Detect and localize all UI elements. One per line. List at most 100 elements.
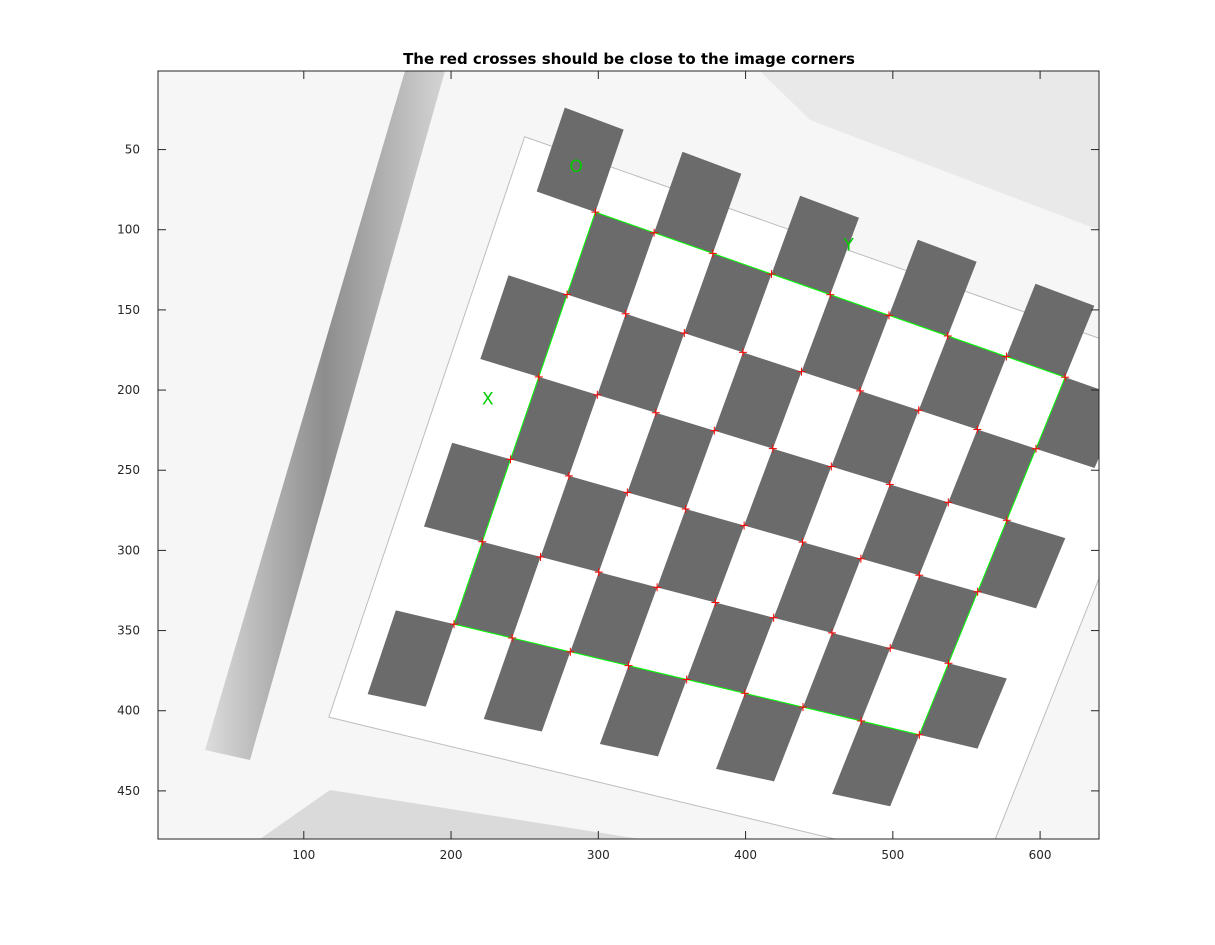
corner-cross	[827, 462, 836, 471]
corner-crosses	[449, 208, 1070, 739]
dark-square	[832, 720, 920, 807]
corner-cross	[767, 270, 776, 279]
x-tick-label: 200	[440, 848, 463, 862]
corner-cross	[621, 309, 630, 318]
corner-cross	[653, 583, 662, 592]
corner-cross	[884, 311, 893, 320]
corner-cross	[591, 208, 600, 217]
corner-cross	[1031, 444, 1040, 453]
corner-cross	[826, 290, 835, 299]
dark-square	[977, 520, 1066, 609]
dark-square	[716, 693, 804, 782]
corner-cross	[566, 647, 575, 656]
corner-cross	[478, 537, 487, 546]
corner-cross	[681, 504, 690, 513]
x-tick-label: 500	[881, 848, 904, 862]
dark-square	[570, 572, 658, 666]
dark-square	[1006, 283, 1095, 378]
corner-cross	[856, 554, 865, 563]
dark-square	[801, 294, 889, 391]
corner-cross	[651, 408, 660, 417]
dark-square	[540, 475, 628, 573]
dark-square	[654, 151, 742, 254]
corner-cross	[534, 372, 543, 381]
x-tick-label: 300	[587, 848, 610, 862]
y-tick-label: 50	[125, 143, 140, 157]
axis-annotations: O Y X	[482, 157, 854, 409]
corner-cross	[915, 730, 924, 739]
corner-cross	[797, 367, 806, 376]
dark-square	[599, 665, 687, 757]
corner-cross	[624, 661, 633, 670]
board-top-shadow	[760, 71, 1099, 230]
corner-cross	[680, 329, 689, 338]
y-axis: 50 100 150 200 250 300 350 400 450	[117, 143, 1099, 798]
dark-square	[567, 212, 655, 314]
checkerboard-squares	[367, 107, 1099, 807]
dark-square	[773, 542, 861, 633]
dark-square	[627, 412, 715, 509]
dark-square	[890, 575, 978, 664]
corner-cross	[1002, 516, 1011, 525]
corner-cross	[740, 521, 749, 530]
corner-cross	[856, 386, 865, 395]
annotation-o: O	[570, 157, 583, 177]
dark-square	[948, 429, 1036, 521]
corner-cross	[1002, 352, 1011, 361]
y-tick-label: 450	[117, 784, 140, 798]
annotation-x: X	[482, 389, 494, 409]
corner-cross	[536, 552, 545, 561]
annotation-y: Y	[842, 236, 854, 256]
corner-cross	[1061, 373, 1070, 382]
corner-cross	[768, 444, 777, 453]
dark-square	[597, 313, 685, 413]
y-tick-label: 400	[117, 704, 140, 718]
board-bottom-shadow	[260, 790, 640, 839]
corner-cross	[798, 538, 807, 547]
dark-square	[480, 275, 568, 377]
corner-cross	[593, 390, 602, 399]
corner-cross	[740, 689, 749, 698]
dark-square	[744, 448, 832, 543]
y-tick-label: 250	[117, 463, 140, 477]
dark-square	[860, 484, 949, 576]
dark-square	[684, 253, 772, 353]
corner-cross	[799, 703, 808, 712]
corner-cross	[944, 659, 953, 668]
corner-cross	[623, 488, 632, 497]
corner-cross	[973, 425, 982, 434]
dark-square	[483, 637, 571, 732]
corner-cross	[915, 571, 924, 580]
corner-cross	[886, 644, 895, 653]
corner-cross	[711, 598, 720, 607]
corner-cross	[710, 426, 719, 435]
dark-square	[918, 335, 1007, 430]
axes-box	[157, 70, 1100, 840]
dark-square	[686, 602, 774, 694]
corner-cross	[594, 568, 603, 577]
corner-cross	[508, 633, 517, 642]
dark-square	[888, 239, 977, 336]
corner-cross	[564, 471, 573, 480]
dark-square	[714, 352, 802, 449]
y-tick-label: 100	[117, 223, 140, 237]
board-edge-shadow	[205, 71, 445, 760]
corner-cross	[506, 455, 515, 464]
corner-cross	[708, 249, 717, 258]
corner-cross	[769, 613, 778, 622]
corner-cross	[857, 716, 866, 725]
y-tick-label: 150	[117, 303, 140, 317]
corner-cross	[563, 290, 572, 299]
y-tick-label: 300	[117, 543, 140, 557]
x-tick-label: 400	[734, 848, 757, 862]
dark-square	[657, 508, 745, 603]
corner-cross	[449, 620, 458, 629]
corner-cross	[827, 628, 836, 637]
corner-cross	[738, 348, 747, 357]
corner-cross	[885, 480, 894, 489]
dark-square	[771, 195, 859, 295]
x-axis: 100 200 300 400 500 600	[292, 71, 1052, 862]
corner-cross	[943, 331, 952, 340]
dark-square	[423, 442, 511, 542]
